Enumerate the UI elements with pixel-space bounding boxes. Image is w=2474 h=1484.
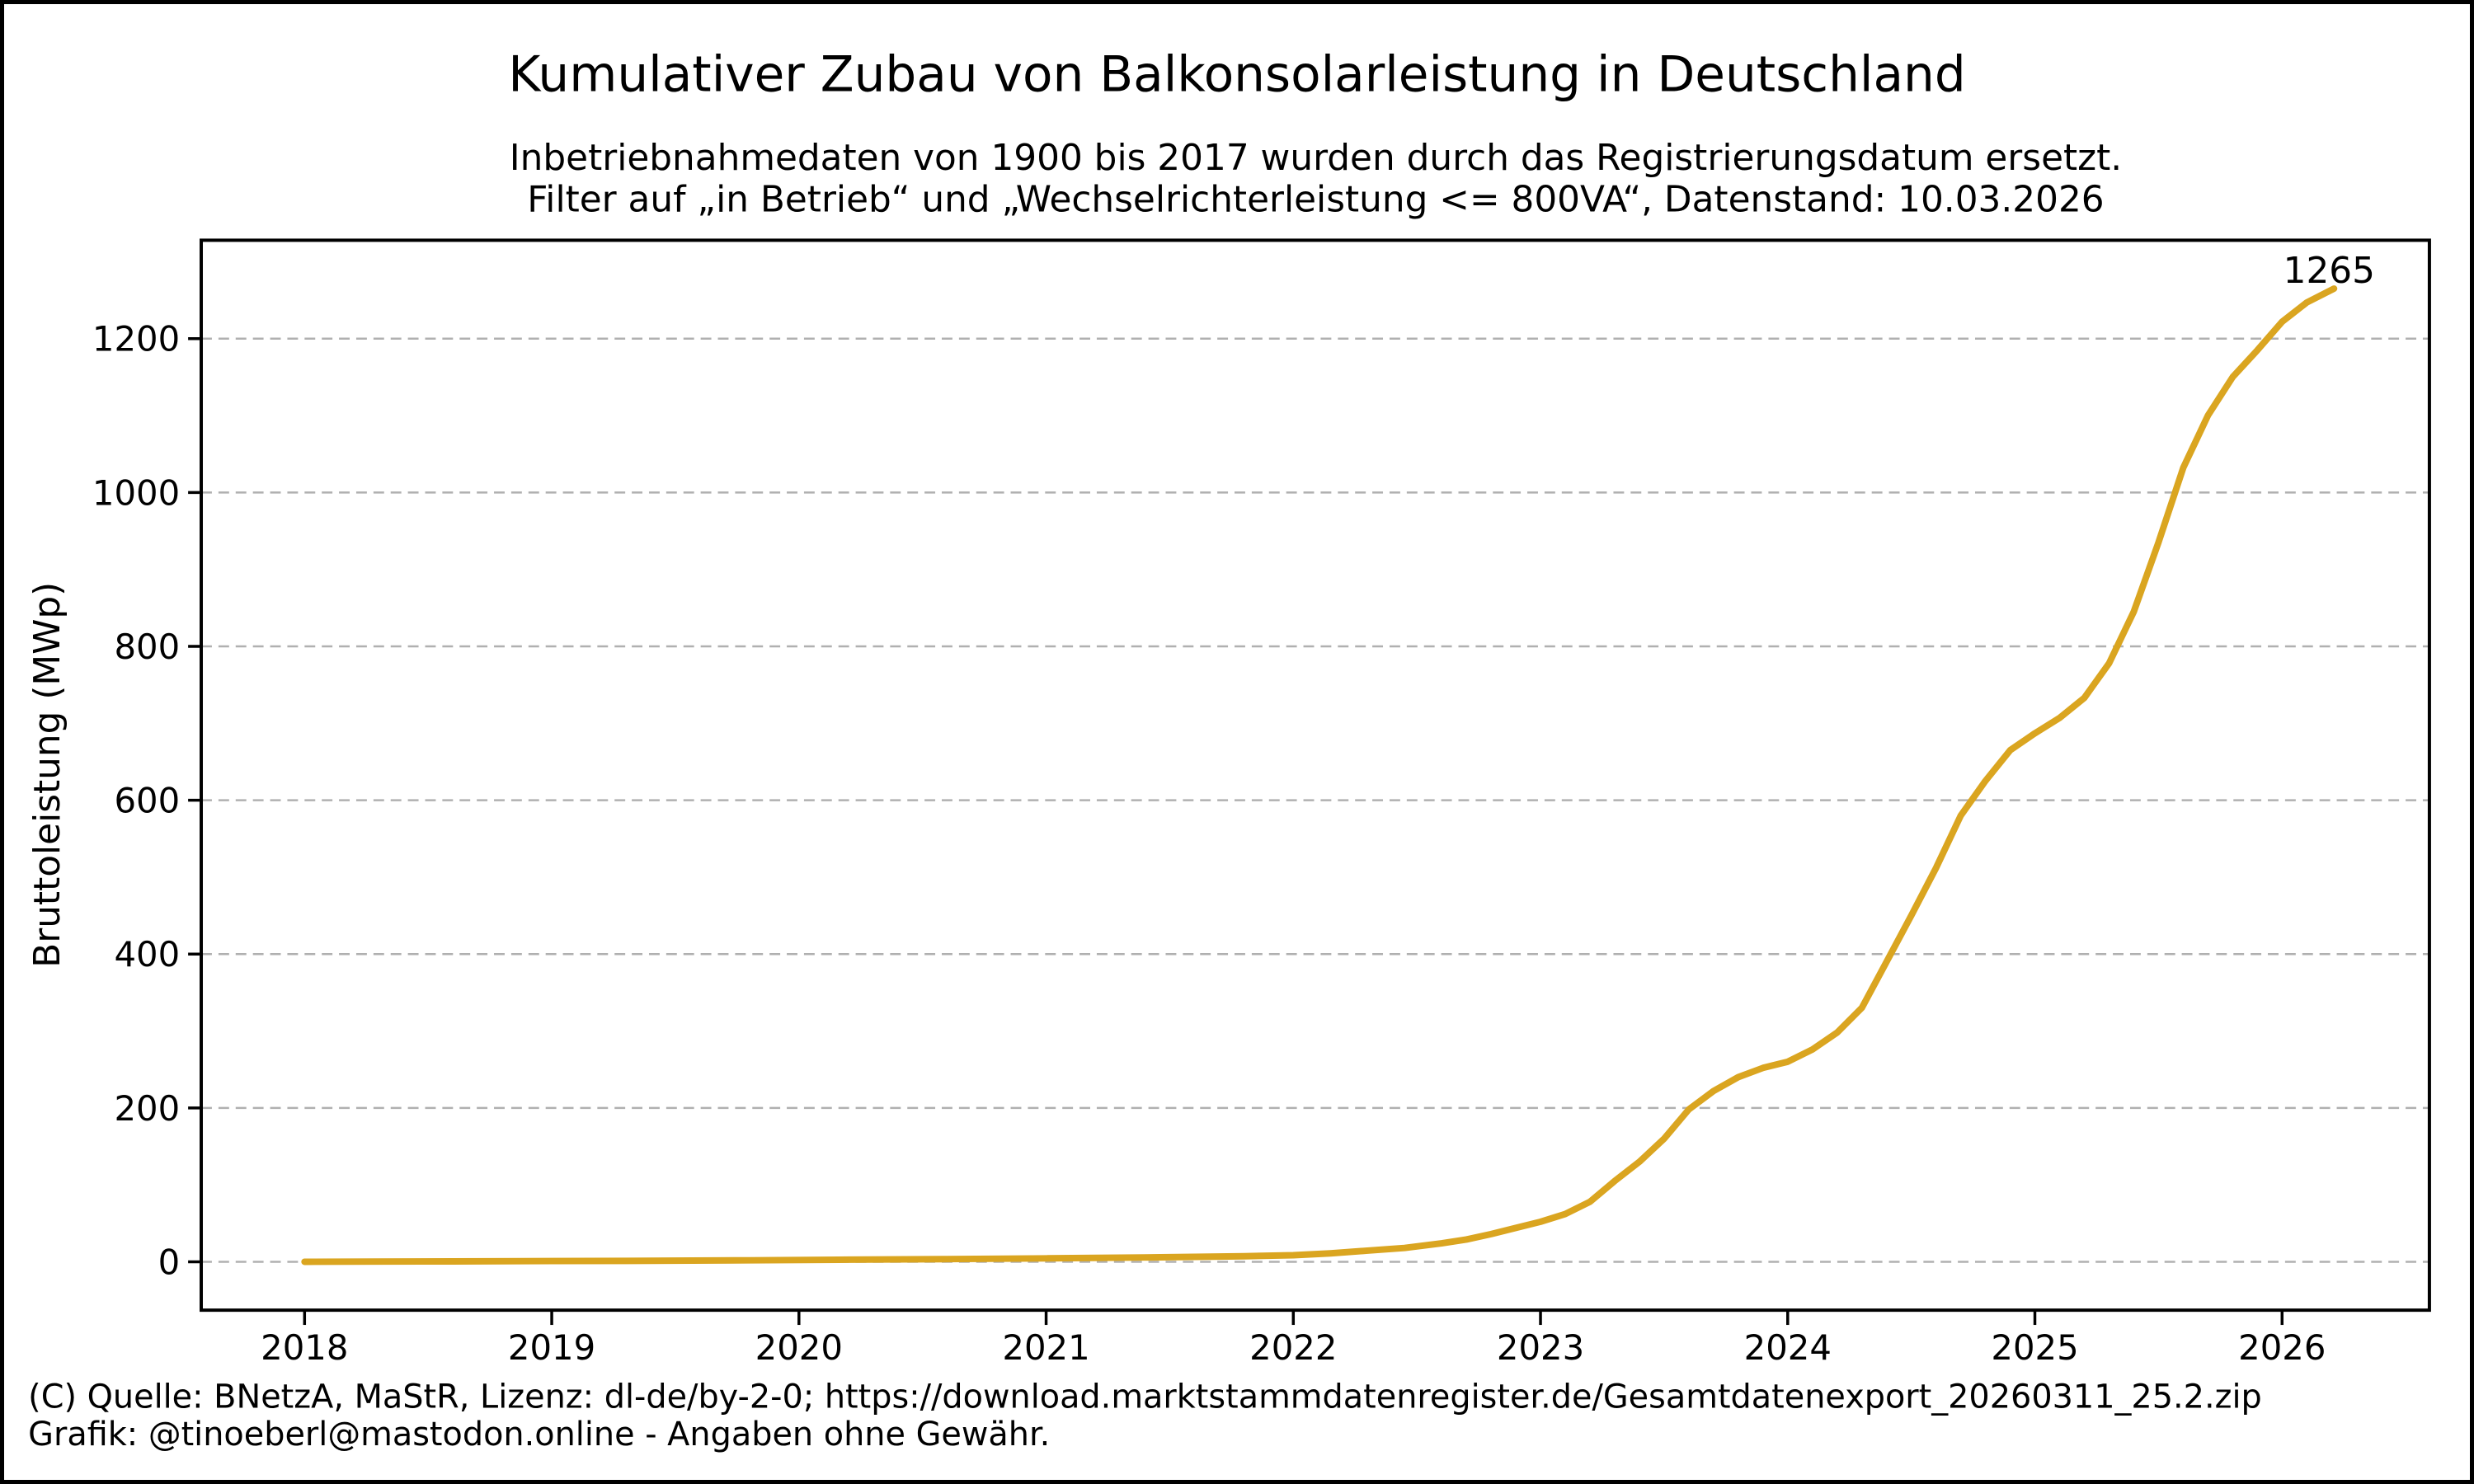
y-tick-label: 0: [158, 1242, 181, 1282]
data-series-line: [301, 285, 2338, 1266]
footer-credit-line: Grafik: @tinoeberl@mastodon.online - Ang…: [28, 1416, 1050, 1453]
chart-subtitle-line1: Inbetriebnahmedaten von 1900 bis 2017 wu…: [510, 137, 2122, 179]
y-tick-label: 800: [114, 627, 180, 667]
plot-frame: [200, 238, 2431, 1313]
x-tick-label: 2018: [261, 1327, 348, 1368]
gridlines: [201, 337, 2429, 1263]
x-tick-label: 2019: [508, 1327, 595, 1368]
x-tick-label: 2023: [1497, 1327, 1584, 1368]
footer-source-line: (C) Quelle: BNetzA, MaStR, Lizenz: dl-de…: [28, 1378, 2262, 1416]
x-tick-label: 2025: [1991, 1327, 2078, 1368]
chart-title: Kumulativer Zubau von Balkonsolarleistun…: [508, 46, 1965, 103]
axis-ticks: [188, 337, 2284, 1326]
end-value-annotation: 1265: [2284, 250, 2375, 292]
y-tick-label: 200: [114, 1088, 180, 1129]
x-tick-label: 2021: [1002, 1327, 1089, 1368]
y-tick-label: 1200: [92, 319, 180, 359]
x-tick-label: 2026: [2238, 1327, 2326, 1368]
y-tick-label: 600: [114, 781, 180, 821]
y-tick-label: 1000: [92, 472, 180, 513]
y-tick-label: 400: [114, 934, 180, 974]
x-tick-label: 2020: [755, 1327, 843, 1368]
y-axis-label: Bruttoleistung (MWp): [26, 582, 68, 968]
chart-subtitle-line2: Filter auf „in Betrieb“ und „Wechselrich…: [527, 179, 2104, 221]
x-tick-label: 2024: [1744, 1327, 1832, 1368]
chart-canvas: Kumulativer Zubau von Balkonsolarleistun…: [26, 46, 2431, 1453]
axis-tick-labels: 0 200 400 600 800 1000 1200 2018 2019 2020 2021 202…: [92, 319, 2326, 1368]
x-tick-label: 2022: [1249, 1327, 1337, 1368]
